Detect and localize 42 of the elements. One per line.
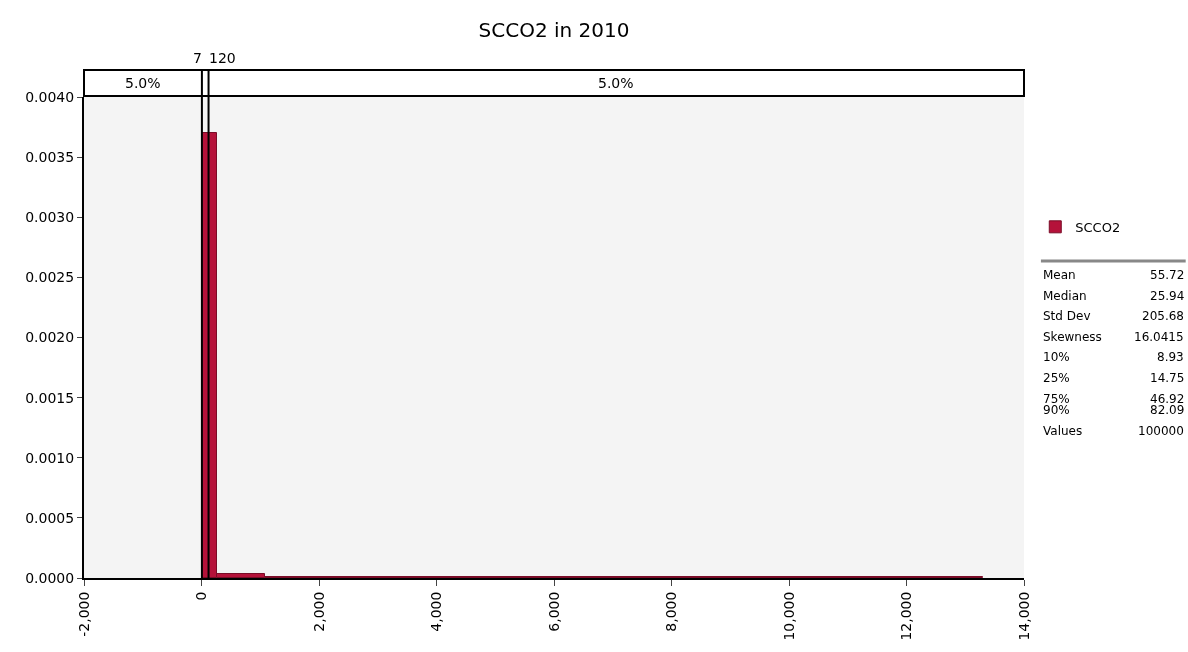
y-tick-label: 0.0030 [25, 209, 75, 226]
y-tick-label: 0.0000 [25, 569, 75, 586]
text: 10% [1043, 350, 1070, 364]
x-tick-label: 2,000 [310, 591, 327, 632]
y-tick-label: 0.0015 [25, 389, 75, 406]
text: 14.75 [1150, 371, 1185, 385]
text: 90% [1043, 403, 1070, 417]
text: 55.72 [1150, 268, 1185, 282]
text: 205.68 [1142, 309, 1184, 323]
text: 8.93 [1157, 350, 1184, 364]
x-tick-label: 8,000 [663, 591, 680, 632]
text: 82.09 [1150, 403, 1185, 417]
x-tick-label: 0 [193, 591, 210, 601]
chart-title: SCCO2 in 2010 [478, 17, 630, 42]
x-tick-label: 6,000 [545, 591, 562, 632]
text: Mean [1043, 268, 1076, 282]
y-tick-label: 0.0005 [25, 509, 75, 526]
x-tick-label: -2,000 [75, 591, 92, 637]
ref-line-label: 120 [209, 50, 236, 66]
text: 75% [1043, 392, 1070, 406]
y-tick-label: 0.0040 [25, 88, 75, 105]
x-tick-label: 10,000 [780, 591, 797, 641]
text: 16.0415 [1134, 330, 1184, 344]
ref-line-label: 7 [193, 50, 202, 66]
text: 25.94 [1150, 289, 1185, 303]
text: 5.0% [598, 75, 634, 91]
legend-label: SCCO2 [1075, 219, 1121, 235]
text: 25% [1043, 371, 1070, 385]
text: 100000 [1138, 424, 1184, 438]
text: Skewness [1043, 330, 1102, 344]
y-tick-label: 0.0025 [25, 269, 75, 286]
x-tick-label: 4,000 [428, 591, 445, 632]
x-tick-label: 12,000 [898, 591, 915, 641]
y-tick-label: 0.0010 [25, 449, 75, 466]
text: 46.92 [1150, 392, 1185, 406]
text: 5.0% [125, 75, 161, 91]
text: Std Dev [1043, 309, 1091, 323]
y-tick-label: 0.0020 [25, 329, 75, 346]
x-tick-label: 14,000 [1015, 591, 1032, 641]
text: Median [1043, 289, 1087, 303]
text: Values [1043, 424, 1083, 438]
y-tick-label: 0.0035 [25, 149, 75, 166]
